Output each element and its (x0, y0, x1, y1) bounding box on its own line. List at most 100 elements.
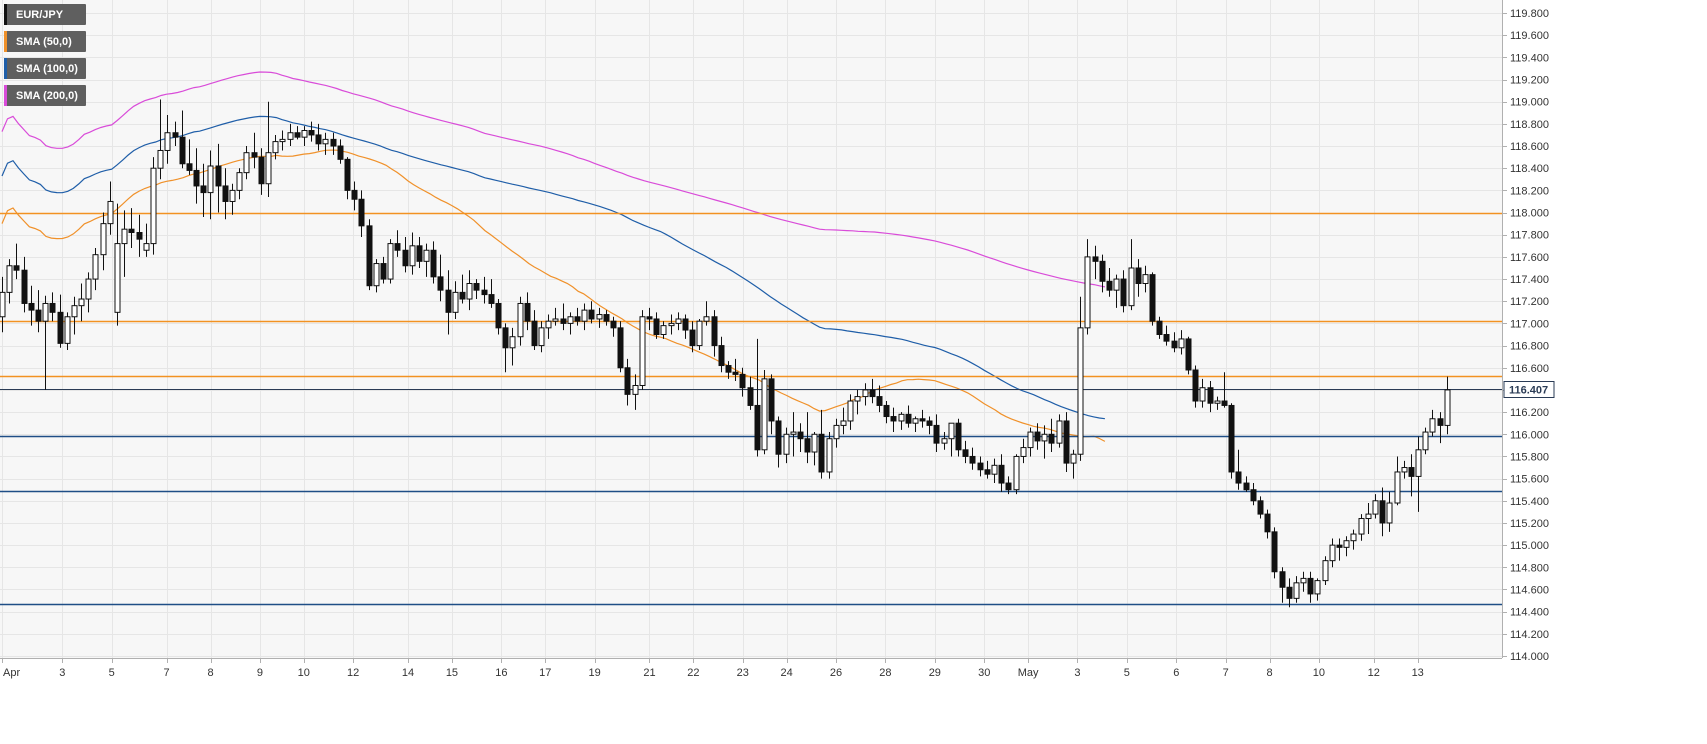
candle (423, 243, 430, 277)
legend-swatch-eurjpy (4, 4, 7, 25)
candle (826, 432, 833, 479)
legend-swatch-sma200 (4, 85, 7, 106)
candle (1329, 538, 1336, 568)
x-tick-label: 12 (1368, 667, 1380, 679)
candle-body (258, 156, 265, 185)
candle-body (646, 316, 653, 320)
candle-body (157, 149, 164, 169)
candle-body (509, 336, 516, 349)
candle-body (703, 316, 710, 322)
candle (459, 274, 466, 304)
candle (545, 314, 552, 339)
legend-item-eurjpy[interactable]: EUR/JPY (4, 4, 86, 25)
candle (1250, 483, 1257, 506)
candle-body (941, 438, 948, 444)
candle-body (0, 291, 6, 318)
candle-body (100, 223, 107, 256)
candle (1422, 427, 1429, 455)
candle-body (552, 318, 559, 322)
candle (85, 272, 92, 313)
candle-body (402, 249, 409, 267)
candle (1322, 556, 1329, 586)
candle-body (1020, 447, 1027, 457)
candle-body (653, 318, 660, 335)
y-tick-label: 118.200 (1510, 185, 1549, 197)
candle (725, 361, 732, 379)
candle-body (128, 228, 135, 234)
candle-body (229, 189, 236, 202)
candle-body (85, 278, 92, 300)
candle-body (840, 420, 847, 426)
candle (272, 134, 279, 160)
candle-body (1444, 389, 1451, 426)
candle-body (747, 387, 754, 406)
candle-body (603, 314, 610, 322)
candle (308, 121, 315, 142)
candle (502, 323, 509, 373)
candle (128, 208, 135, 249)
candle (1178, 330, 1185, 355)
candle (962, 440, 969, 464)
candle (6, 259, 13, 304)
candle (883, 401, 890, 424)
x-tick-label: 26 (830, 667, 842, 679)
candle-body (287, 132, 294, 140)
candle-body (1250, 489, 1257, 502)
candle (768, 374, 775, 435)
candle (1056, 414, 1063, 448)
candle (811, 432, 818, 466)
legend-item-sma100[interactable]: SMA (100,0) (4, 58, 86, 79)
x-tick-label: 14 (402, 667, 414, 679)
candle-body (955, 422, 962, 451)
candle-body (1379, 500, 1386, 524)
legend-item-sma200[interactable]: SMA (200,0) (4, 85, 86, 106)
candle (1027, 427, 1034, 457)
candle-body (639, 316, 646, 386)
candle-body (1300, 577, 1307, 584)
candle-body (1271, 531, 1278, 573)
candle-body (1372, 500, 1379, 515)
candle-body (524, 302, 531, 322)
candle (473, 279, 480, 300)
candle-body (1178, 338, 1185, 349)
legend-item-sma50[interactable]: SMA (50,0) (4, 31, 86, 52)
candle (1163, 325, 1170, 346)
candle (675, 312, 682, 331)
candle-body (797, 431, 804, 440)
candle-body (1401, 467, 1408, 473)
candle (538, 321, 545, 353)
candle (898, 412, 905, 430)
candle (668, 314, 675, 335)
candle (854, 389, 861, 415)
candle (1199, 378, 1206, 408)
x-tick-label: 28 (879, 667, 891, 679)
current-price-tag: 116.407 (1503, 381, 1555, 398)
grid (0, 0, 1502, 658)
candle-body (617, 327, 624, 369)
x-tick-label: 5 (109, 667, 115, 679)
candle-body (876, 396, 883, 406)
candle (207, 150, 214, 220)
candle-body (538, 327, 545, 347)
candle (1300, 571, 1307, 592)
candle (322, 132, 329, 155)
candle-body (322, 138, 329, 145)
candle-body (64, 316, 71, 344)
candle (761, 369, 768, 455)
candle (991, 458, 998, 484)
candle (1099, 254, 1106, 293)
candle-body (854, 396, 861, 402)
candle-body (689, 329, 696, 347)
candle-body (1034, 431, 1041, 442)
candle-body (1163, 334, 1170, 342)
current-price-box (1503, 381, 1555, 398)
candle-body (1279, 571, 1286, 588)
candle-body (373, 263, 380, 287)
candle (1293, 576, 1300, 603)
candle-body (560, 318, 567, 324)
candle (265, 101, 272, 198)
candle-body (1415, 449, 1422, 477)
candle (660, 321, 667, 339)
legend: EUR/JPY SMA (50,0) SMA (100,0) SMA (200,… (4, 4, 86, 112)
